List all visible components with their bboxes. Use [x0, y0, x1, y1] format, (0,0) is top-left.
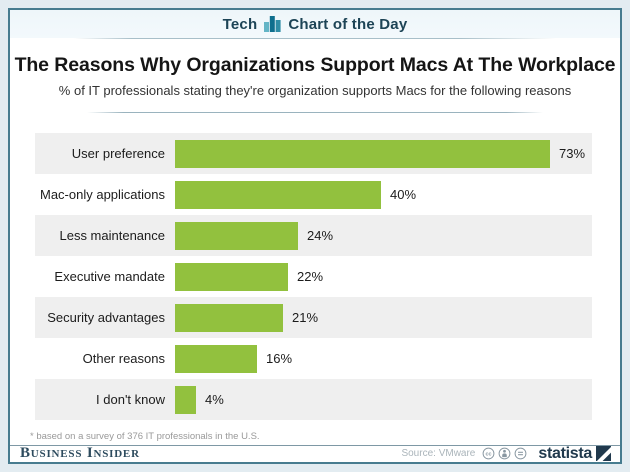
chart-row: Other reasons 16% — [35, 338, 592, 379]
bar-chart-icon — [264, 16, 281, 32]
license-icons: cc — [482, 447, 527, 460]
chart-row: Mac-only applications 40% — [35, 174, 592, 215]
chart-row: Security advantages 21% — [35, 297, 592, 338]
subtitle-divider — [87, 112, 543, 113]
value-label: 16% — [266, 351, 293, 366]
bar — [175, 344, 257, 373]
source-label: Source: VMware — [401, 448, 476, 459]
category-label: Mac-only applications — [39, 187, 165, 202]
no-derivatives-icon — [514, 447, 527, 460]
bar — [175, 303, 283, 332]
bar-chart: User preference 73% Mac-only applications 4… — [35, 133, 592, 420]
bar — [175, 180, 381, 209]
category-label: Less maintenance — [59, 228, 165, 243]
category-label: Other reasons — [82, 351, 165, 366]
chart-subtitle: % of IT professionals stating they're or… — [58, 83, 572, 98]
header-section-label: Tech — [222, 15, 258, 33]
footnote: * based on a survey of 376 IT profession… — [30, 431, 260, 442]
infographic-frame: Tech Chart of the Day The Reasons Why Or… — [8, 8, 622, 464]
svg-text:cc: cc — [486, 451, 492, 457]
statista-logo-icon — [596, 446, 611, 461]
category-label: I don't know — [96, 392, 165, 407]
category-label: Executive mandate — [54, 269, 165, 284]
attribution-icon — [498, 447, 511, 460]
value-label: 73% — [559, 146, 586, 161]
business-insider-logo: Business Insider — [20, 445, 140, 461]
bar — [175, 221, 298, 250]
header: Tech Chart of the Day — [10, 10, 620, 38]
creative-commons-icon: cc — [482, 447, 495, 460]
footer-bar: Business Insider Source: VMware cc — [10, 445, 620, 462]
value-label: 22% — [297, 269, 324, 284]
statista-logo: statista — [538, 445, 611, 463]
chart-row: I don't know 4% — [35, 379, 592, 420]
chart-title: The Reasons Why Organizations Support Ma… — [14, 54, 616, 76]
value-label: 4% — [205, 392, 224, 407]
header-title: Chart of the Day — [288, 15, 408, 33]
bar — [175, 262, 288, 291]
statista-wordmark: statista — [538, 444, 592, 462]
bar — [175, 139, 550, 168]
chart-row: Executive mandate 22% — [35, 256, 592, 297]
value-label: 40% — [390, 187, 417, 202]
chart-row: User preference 73% — [35, 133, 592, 174]
value-label: 24% — [307, 228, 334, 243]
category-label: Security advantages — [47, 310, 165, 325]
footer-right: Source: VMware cc — [401, 445, 611, 463]
header-divider — [74, 38, 556, 39]
chart-row: Less maintenance 24% — [35, 215, 592, 256]
value-label: 21% — [292, 310, 319, 325]
category-label: User preference — [71, 146, 165, 161]
bar — [175, 385, 196, 414]
